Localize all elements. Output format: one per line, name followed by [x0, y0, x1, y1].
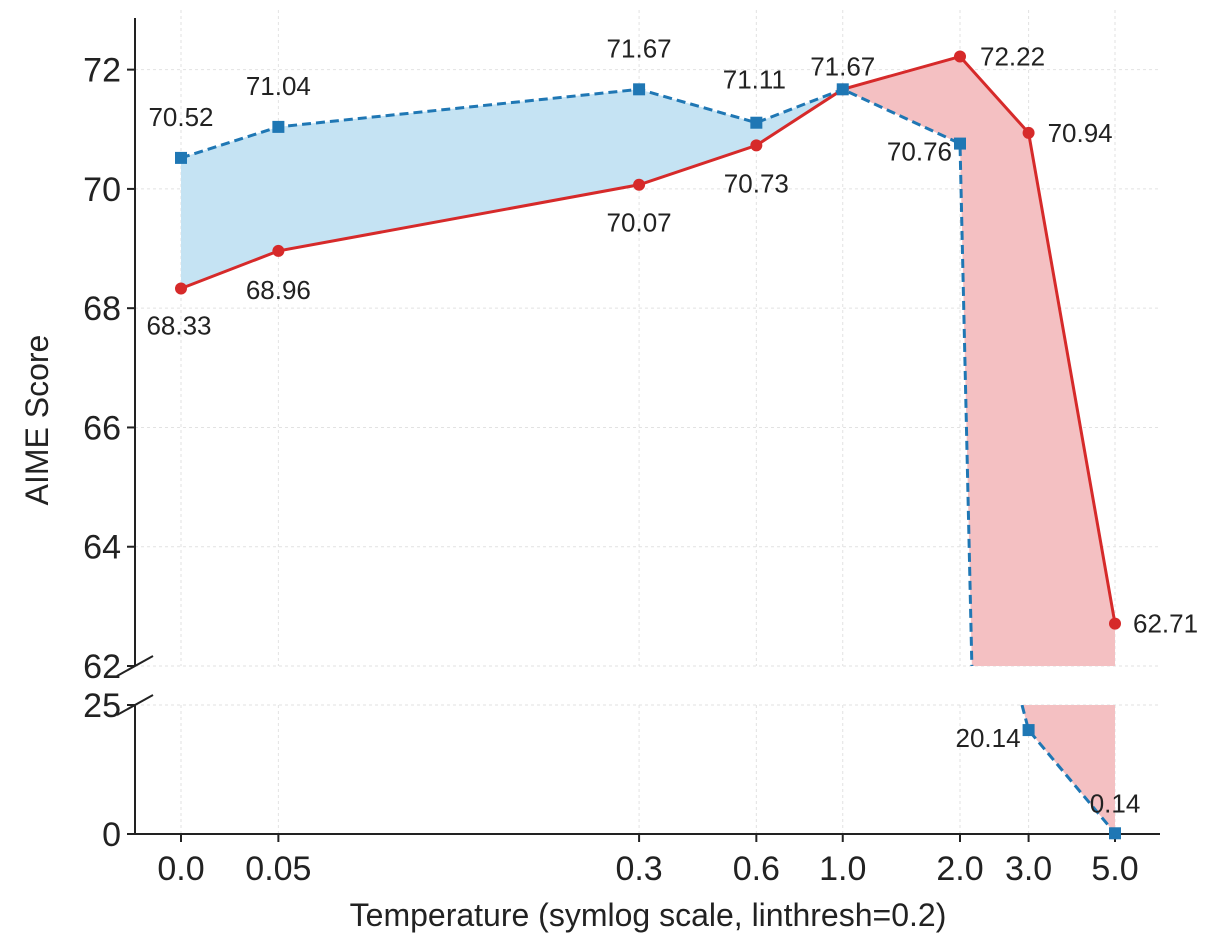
blue-data-label: 70.52 [148, 102, 213, 132]
red-point [954, 50, 967, 63]
y-axis-label: AIME Score [19, 335, 55, 506]
red-data-label: 70.73 [724, 168, 789, 198]
red-point [1022, 126, 1035, 139]
red-data-label: 70.94 [1048, 118, 1113, 148]
series-markers [175, 50, 1121, 840]
red-data-label: 68.33 [146, 311, 211, 341]
red-data-label: 68.96 [246, 275, 311, 305]
y-tick-label: 25 [83, 687, 121, 725]
fill-regions [181, 56, 1115, 834]
red-point [633, 178, 646, 191]
x-axis-label: Temperature (symlog scale, linthresh=0.2… [350, 897, 947, 933]
x-tick-label: 0.0 [157, 850, 204, 888]
y-tick-label: 70 [83, 171, 121, 209]
blue-point [272, 120, 285, 133]
blue-point [175, 151, 187, 164]
x-tick-label: 2.0 [936, 850, 983, 888]
blue-point [750, 116, 763, 129]
blue-series-line-lower [1020, 705, 1117, 834]
red-data-label: 62.71 [1133, 609, 1198, 639]
red-point [1109, 617, 1121, 630]
x-tick-label: 5.0 [1091, 850, 1138, 888]
y-tick-label: 72 [83, 52, 121, 90]
y-tick-label: 68 [83, 290, 121, 328]
red-series-line [180, 54, 1117, 624]
y-tick-label: 62 [83, 648, 121, 686]
axes: 62 64 66 68 70 72 0 25 0.0 0.05 0.3 0.6 1.0 2.0 3.0 5.0 [83, 18, 1160, 888]
red-data-label: 72.22 [980, 42, 1045, 72]
x-tick-label: 0.3 [615, 850, 662, 888]
x-tick-label: 1.0 [819, 850, 866, 888]
fill-red-above-lower [1022, 705, 1115, 834]
red-data-label: 70.07 [607, 208, 672, 238]
blue-point [1109, 827, 1121, 840]
blue-data-label: 70.76 [887, 137, 952, 167]
blue-data-label: 20.14 [956, 723, 1021, 753]
fill-blue-above [181, 89, 843, 289]
blue-data-label: 0.14 [1090, 788, 1141, 818]
blue-data-label: 71.04 [246, 71, 311, 101]
x-tick-label: 3.0 [1005, 850, 1052, 888]
blue-point [1022, 724, 1035, 737]
y-tick-label: 64 [83, 529, 121, 567]
red-point [175, 282, 187, 295]
blue-data-label: 71.67 [810, 51, 875, 81]
y-tick-label: 66 [83, 409, 121, 447]
blue-data-label: 71.67 [607, 33, 672, 63]
red-point [272, 244, 285, 257]
blue-data-label: 71.11 [723, 65, 786, 95]
red-point [750, 139, 763, 152]
x-tick-label: 0.6 [733, 850, 780, 888]
data-labels: 68.33 68.96 70.07 70.73 72.22 70.94 62.71 70.52… [146, 33, 1198, 818]
blue-point [954, 137, 967, 150]
x-tick-label: 0.05 [245, 850, 311, 888]
fill-red-above-upper [842, 56, 1115, 666]
y-tick-label: 0 [102, 816, 121, 854]
blue-point [836, 83, 849, 96]
blue-point [633, 83, 646, 96]
